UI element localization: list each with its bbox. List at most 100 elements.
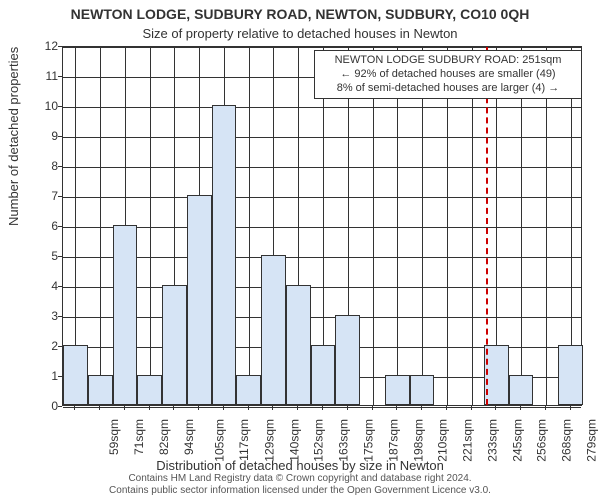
y-tick-label: 2 — [40, 339, 58, 353]
histogram-bar — [558, 345, 583, 405]
x-tick-mark — [347, 406, 348, 410]
x-tick-label: 175sqm — [362, 419, 376, 462]
x-tick-mark — [149, 406, 150, 410]
y-tick-mark — [58, 166, 62, 167]
x-tick-label: 152sqm — [312, 419, 326, 462]
gridline-v — [100, 47, 101, 405]
x-tick-label: 256sqm — [535, 419, 549, 462]
y-tick-label: 12 — [40, 39, 58, 53]
x-tick-label: 82sqm — [157, 419, 171, 455]
x-tick-mark — [520, 406, 521, 410]
chart-container: NEWTON LODGE, SUDBURY ROAD, NEWTON, SUDB… — [0, 0, 600, 500]
gridline-h — [63, 287, 581, 288]
gridline-h — [63, 227, 581, 228]
x-tick-mark — [272, 406, 273, 410]
y-axis-label: Number of detached properties — [6, 47, 21, 226]
x-tick-mark — [297, 406, 298, 410]
x-tick-mark — [223, 406, 224, 410]
x-tick-mark — [421, 406, 422, 410]
y-tick-mark — [58, 376, 62, 377]
x-tick-mark — [99, 406, 100, 410]
gridline-h — [63, 167, 581, 168]
gridline-v — [150, 47, 151, 405]
footer-line-2: Contains public sector information licen… — [0, 485, 600, 497]
histogram-bar — [286, 285, 311, 405]
x-tick-label: 268sqm — [560, 419, 574, 462]
x-tick-label: 71sqm — [132, 419, 146, 455]
y-tick-label: 4 — [40, 279, 58, 293]
histogram-bar — [236, 375, 261, 405]
y-tick-mark — [58, 76, 62, 77]
x-tick-mark — [545, 406, 546, 410]
y-tick-mark — [58, 346, 62, 347]
x-tick-label: 210sqm — [436, 419, 450, 462]
x-tick-mark — [396, 406, 397, 410]
x-tick-mark — [446, 406, 447, 410]
gridline-v — [397, 47, 398, 405]
x-tick-label: 105sqm — [213, 419, 227, 462]
x-tick-label: 117sqm — [237, 419, 251, 461]
histogram-bar — [311, 345, 336, 405]
gridline-h — [63, 317, 581, 318]
gridline-h — [63, 107, 581, 108]
y-tick-label: 11 — [40, 69, 58, 83]
y-tick-mark — [58, 226, 62, 227]
chart-title: NEWTON LODGE, SUDBURY ROAD, NEWTON, SUDB… — [0, 6, 600, 22]
x-tick-label: 59sqm — [107, 419, 121, 455]
marker-vline — [486, 47, 488, 405]
histogram-bar — [410, 375, 435, 405]
y-tick-label: 10 — [40, 99, 58, 113]
y-tick-label: 0 — [40, 399, 58, 413]
x-tick-label: 279sqm — [585, 419, 599, 462]
histogram-bar — [385, 375, 410, 405]
gridline-v — [422, 47, 423, 405]
gridline-v — [249, 47, 250, 405]
x-tick-label: 163sqm — [337, 419, 351, 462]
histogram-bar — [63, 345, 88, 405]
x-tick-label: 187sqm — [386, 419, 400, 462]
gridline-v — [447, 47, 448, 405]
gridline-h — [63, 197, 581, 198]
chart-subtitle: Size of property relative to detached ho… — [0, 26, 600, 41]
x-tick-mark — [198, 406, 199, 410]
y-tick-label: 5 — [40, 249, 58, 263]
x-tick-label: 198sqm — [411, 419, 425, 462]
y-tick-mark — [58, 106, 62, 107]
footer-line-1: Contains HM Land Registry data © Crown c… — [0, 473, 600, 485]
histogram-bar — [88, 375, 113, 405]
x-axis-label: Distribution of detached houses by size … — [0, 458, 600, 473]
gridline-h — [63, 137, 581, 138]
y-tick-label: 1 — [40, 369, 58, 383]
x-tick-label: 129sqm — [263, 419, 277, 462]
legend-box: NEWTON LODGE SUDBURY ROAD: 251sqm← 92% o… — [314, 50, 582, 99]
gridline-v — [521, 47, 522, 405]
legend-line: 8% of semi-detached houses are larger (4… — [320, 82, 576, 96]
y-tick-mark — [58, 136, 62, 137]
histogram-bar — [212, 105, 237, 405]
histogram-bar — [335, 315, 360, 405]
y-tick-label: 9 — [40, 129, 58, 143]
x-tick-label: 245sqm — [510, 419, 524, 462]
x-tick-mark — [471, 406, 472, 410]
x-tick-label: 94sqm — [182, 419, 196, 455]
gridline-h — [63, 257, 581, 258]
y-tick-mark — [58, 406, 62, 407]
footer-text: Contains HM Land Registry data © Crown c… — [0, 473, 600, 496]
x-tick-mark — [495, 406, 496, 410]
histogram-bar — [261, 255, 286, 405]
y-tick-mark — [58, 46, 62, 47]
legend-line: ← 92% of detached houses are smaller (49… — [320, 68, 576, 82]
legend-line: NEWTON LODGE SUDBURY ROAD: 251sqm — [320, 54, 576, 68]
x-tick-mark — [173, 406, 174, 410]
y-tick-label: 3 — [40, 309, 58, 323]
x-tick-mark — [372, 406, 373, 410]
y-tick-mark — [58, 316, 62, 317]
histogram-bar — [162, 285, 187, 405]
x-tick-mark — [124, 406, 125, 410]
x-tick-mark — [248, 406, 249, 410]
gridline-v — [373, 47, 374, 405]
x-tick-label: 140sqm — [287, 419, 301, 462]
histogram-bar — [113, 225, 138, 405]
y-tick-label: 7 — [40, 189, 58, 203]
y-tick-label: 6 — [40, 219, 58, 233]
